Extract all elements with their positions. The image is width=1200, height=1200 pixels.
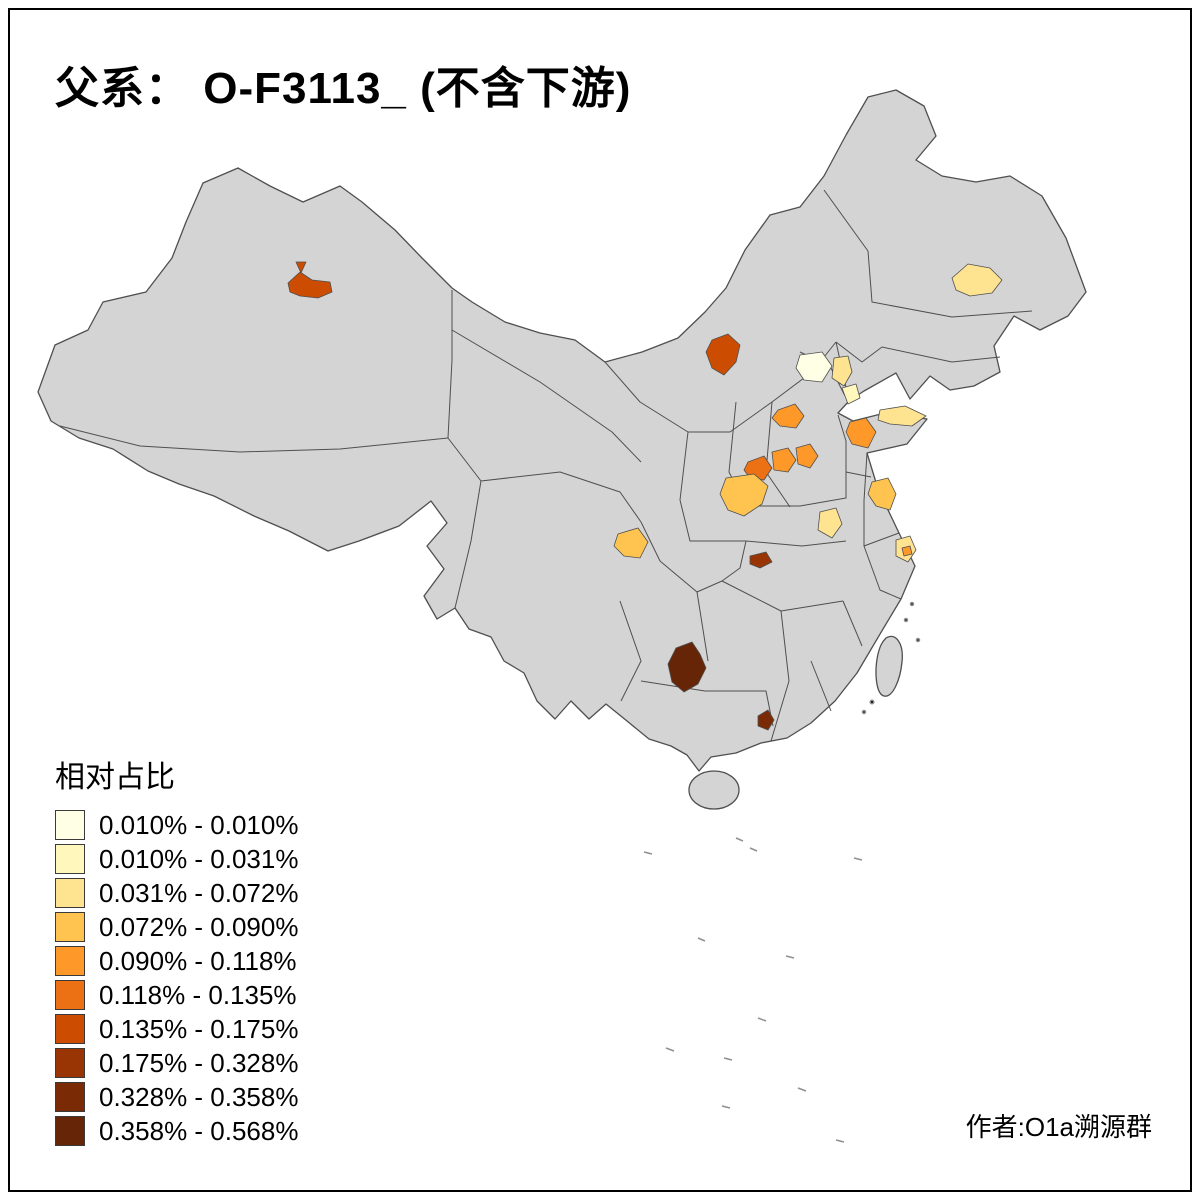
highlighted-regions (287, 261, 1003, 731)
legend-item: 0.090% - 0.118% (55, 946, 298, 976)
legend-label: 0.072% - 0.090% (99, 911, 299, 942)
hainan-island (688, 770, 740, 810)
map-region-guangdong-pearl (757, 709, 775, 731)
map-region-beijing (795, 351, 833, 383)
legend-swatch (55, 1082, 85, 1112)
map-region-anhui-central (867, 477, 897, 511)
legend-item: 0.010% - 0.010% (55, 810, 298, 840)
map-region-guanzhong-central (771, 447, 797, 473)
legend-swatch (55, 912, 85, 942)
legend-label: 0.328% - 0.358% (99, 1081, 299, 1112)
legend-swatch (55, 1116, 85, 1146)
author-credit: 作者:O1a溯源群 (965, 1112, 1152, 1142)
legend-label: 0.358% - 0.568% (99, 1115, 299, 1146)
legend-swatch (55, 1048, 85, 1078)
legend-item: 0.328% - 0.358% (55, 1082, 298, 1112)
map-region-shaanxi-south-light (719, 473, 769, 517)
legend-label: 0.010% - 0.010% (99, 809, 299, 840)
map-region-hubei-west-small (749, 551, 773, 569)
legend-label: 0.118% - 0.135% (99, 979, 297, 1010)
legend-swatch (55, 810, 85, 840)
province-borders (59, 189, 1033, 742)
map-region-henan-south (817, 507, 843, 539)
legend-swatch (55, 946, 85, 976)
legend-label: 0.175% - 0.328% (99, 1047, 299, 1078)
legend-label: 0.090% - 0.118% (99, 945, 297, 976)
map-region-guanzhong-west (743, 455, 773, 481)
map-region-jiangsu-coast-dot (901, 545, 913, 557)
map-region-sichuan-central (613, 527, 649, 559)
legend-label: 0.010% - 0.031% (99, 843, 299, 874)
legend-swatch (55, 1014, 85, 1044)
china-mainland (37, 89, 1087, 772)
map-region-tianjin-south (841, 383, 861, 405)
map-region-beijing-east (831, 355, 853, 387)
map-region-heilongjiang-central (951, 263, 1003, 297)
sea-island-marks (643, 601, 921, 1143)
taiwan-island (875, 635, 903, 697)
map-region-henan-west (795, 443, 819, 469)
legend-label: 0.135% - 0.175% (99, 1013, 299, 1044)
page-title: 父系： O-F3113_ (不含下游) (55, 64, 632, 113)
legend-item: 0.072% - 0.090% (55, 912, 298, 942)
map-region-hebei-north (705, 333, 741, 376)
legend-item: 0.010% - 0.031% (55, 844, 298, 874)
map-region-guizhou-central (667, 641, 707, 693)
legend-item: 0.135% - 0.175% (55, 1014, 298, 1044)
legend-title: 相对占比 (55, 761, 175, 794)
map-region-xinjiang-north (287, 261, 333, 299)
legend: 相对占比 0.010% - 0.010% 0.010% - 0.031% 0.0… (55, 752, 298, 1150)
map-region-shandong-west (845, 417, 877, 449)
legend-item: 0.175% - 0.328% (55, 1048, 298, 1078)
map-region-shanxi-central (771, 403, 805, 429)
legend-swatch (55, 878, 85, 908)
legend-swatch (55, 844, 85, 874)
legend-item: 0.031% - 0.072% (55, 878, 298, 908)
legend-item: 0.118% - 0.135% (55, 980, 298, 1010)
legend-swatch (55, 980, 85, 1010)
legend-label: 0.031% - 0.072% (99, 877, 299, 908)
legend-item: 0.358% - 0.568% (55, 1116, 298, 1146)
map-region-shandong-peninsula (877, 405, 927, 427)
